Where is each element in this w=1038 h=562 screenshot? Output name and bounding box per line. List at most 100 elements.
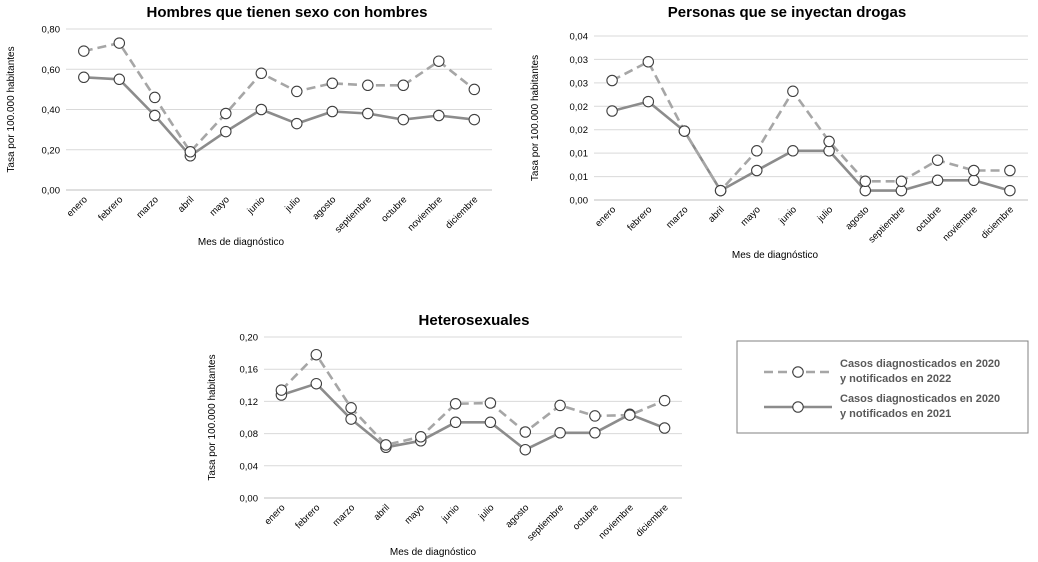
- x-tick-label: abril: [706, 204, 726, 224]
- x-axis-label: Mes de diagnóstico: [732, 250, 819, 261]
- data-point-2021: [291, 117, 303, 130]
- data-point-2021: [220, 125, 232, 138]
- y-tick-label: 0,60: [42, 65, 61, 76]
- x-tick-label: febrero: [293, 502, 322, 531]
- data-point-2021: [1004, 184, 1016, 197]
- x-tick-label: enero: [65, 194, 90, 219]
- x-tick-label: abril: [176, 194, 196, 214]
- y-tick-label: 0,01: [570, 149, 589, 160]
- data-point-2021: [149, 109, 161, 122]
- series-line-2021: [280, 382, 666, 452]
- x-tick-label: marzo: [134, 194, 160, 220]
- x-tick-label: julio: [476, 502, 496, 522]
- x-tick-label: marzo: [331, 502, 357, 528]
- x-tick-label: agosto: [310, 194, 338, 222]
- y-tick-label: 0,01: [570, 172, 589, 183]
- x-tick-label: mayo: [208, 194, 232, 218]
- data-point-2022: [484, 397, 497, 409]
- data-point-2021: [433, 109, 445, 122]
- data-point-2022: [310, 348, 323, 361]
- data-point-2022: [397, 79, 410, 92]
- x-tick-label: septiembre: [333, 194, 374, 235]
- data-point-2022: [380, 439, 392, 451]
- data-point-2022: [275, 384, 288, 396]
- legend-label-line1: Casos diagnosticados en 2020: [840, 358, 1000, 370]
- x-axis-label: Mes de diagnóstico: [198, 237, 285, 248]
- data-point-2022: [362, 79, 374, 92]
- data-point-2022: [624, 409, 636, 421]
- data-point-2021: [606, 105, 618, 117]
- y-tick-label: 0,40: [42, 105, 61, 116]
- x-tick-label: mayo: [739, 204, 763, 228]
- y-tick-label: 0,16: [240, 365, 259, 376]
- data-point-2021: [968, 174, 980, 187]
- x-tick-label: mayo: [403, 502, 427, 526]
- data-point-2021: [397, 113, 410, 126]
- x-tick-label: abril: [372, 502, 392, 522]
- x-tick-label: noviembre: [597, 502, 636, 541]
- data-point-2022: [931, 154, 944, 166]
- legend-marker: [792, 401, 804, 413]
- y-axis-label: Tasa por 100.000 habitantes: [207, 354, 218, 480]
- data-point-2022: [415, 431, 427, 443]
- chart-2: Personas que se inyectan drogas 0,00 0,01 0…: [530, 4, 1028, 261]
- x-tick-label: enero: [263, 502, 288, 527]
- chart-title: Heterosexuales: [419, 312, 530, 329]
- data-point-2022: [895, 175, 908, 188]
- data-point-2022: [220, 107, 232, 120]
- data-point-2021: [345, 413, 357, 425]
- series-line-2022: [83, 41, 476, 154]
- data-point-2021: [326, 105, 339, 118]
- data-point-2022: [589, 410, 601, 422]
- data-point-2022: [149, 91, 161, 104]
- data-point-2022: [78, 45, 90, 57]
- x-tick-label: octubre: [379, 194, 409, 224]
- data-point-2022: [658, 394, 671, 407]
- data-point-2021: [255, 103, 268, 116]
- data-point-2021: [484, 416, 497, 429]
- data-point-2022: [1004, 164, 1016, 177]
- series-line-2021: [611, 100, 1011, 192]
- data-point-2021: [468, 113, 481, 126]
- data-point-2022: [642, 56, 655, 68]
- data-point-2022: [255, 67, 268, 80]
- x-axis-label: Mes de diagnóstico: [390, 547, 477, 558]
- data-point-2021: [554, 427, 566, 439]
- x-tick-label: octubre: [914, 204, 944, 234]
- x-tick-label: julio: [282, 194, 302, 214]
- x-tick-label: febrero: [625, 204, 654, 233]
- data-point-2022: [751, 145, 763, 157]
- x-tick-label: diciembre: [979, 204, 1016, 241]
- data-point-2021: [78, 71, 90, 84]
- chart-title: Hombres que tienen sexo con hombres: [147, 4, 428, 21]
- x-tick-label: diciembre: [443, 194, 480, 231]
- data-point-2021: [519, 443, 532, 456]
- y-tick-label: 0,02: [570, 125, 589, 136]
- data-point-2022: [449, 398, 462, 410]
- y-tick-label: 0,00: [570, 196, 589, 207]
- data-point-2022: [433, 55, 445, 67]
- x-tick-label: octubre: [571, 502, 601, 532]
- y-tick-label: 0,04: [570, 32, 589, 43]
- data-point-2021: [449, 416, 462, 429]
- data-point-2022: [678, 125, 691, 137]
- x-tick-label: junio: [245, 194, 268, 217]
- data-point-2022: [468, 83, 481, 96]
- y-tick-label: 0,12: [240, 397, 259, 408]
- data-point-2022: [787, 85, 799, 98]
- x-tick-label: noviembre: [941, 204, 980, 243]
- data-point-2022: [184, 146, 197, 158]
- x-tick-label: marzo: [664, 204, 690, 230]
- y-axis-label: Tasa por 100.000 habitantes: [530, 55, 541, 181]
- y-tick-label: 0,04: [240, 461, 259, 472]
- x-tick-label: agosto: [843, 204, 871, 232]
- x-tick-label: junio: [776, 204, 799, 227]
- data-point-2022: [326, 77, 339, 90]
- data-point-2022: [823, 135, 835, 148]
- x-tick-label: septiembre: [525, 502, 566, 543]
- data-point-2021: [589, 427, 601, 439]
- data-point-2021: [931, 174, 944, 187]
- legend-box: [736, 340, 1029, 434]
